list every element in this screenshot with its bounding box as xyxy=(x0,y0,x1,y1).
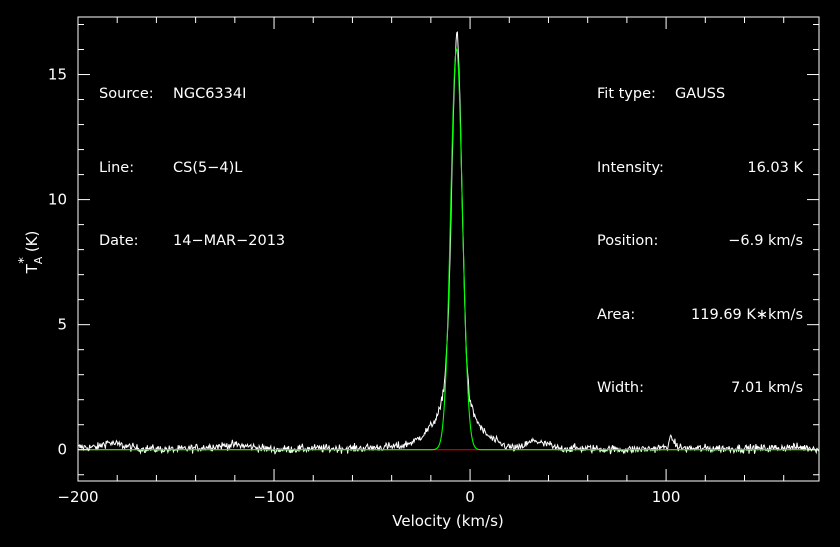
y-axis-label-sub: A xyxy=(32,256,45,264)
position-row: Position: −6.9 km/s xyxy=(597,229,803,254)
x-tick-label: 100 xyxy=(652,488,681,506)
y-axis-label: TA* (K) xyxy=(17,231,45,275)
fit-type-label: Fit type: xyxy=(597,86,656,102)
fit-results-panel: Fit type: GAUSS Intensity: 16.03 K Positio… xyxy=(597,33,803,425)
gaussian-fit-line xyxy=(78,48,819,451)
area-label: Area: xyxy=(597,306,636,323)
date-value: 14−MAR−2013 xyxy=(173,233,286,249)
x-axis-label: Velocity (km/s) xyxy=(392,512,503,530)
x-tick-label: 0 xyxy=(465,488,475,506)
position-label: Position: xyxy=(597,233,659,249)
y-tick-label: 0 xyxy=(57,441,67,459)
y-tick-label: 15 xyxy=(48,66,67,84)
intensity-label: Intensity: xyxy=(597,159,664,176)
width-value: 7.01 km/s xyxy=(731,380,803,396)
y-axis-label-sup: * xyxy=(17,257,32,264)
area-value: 119.69 K∗km/s xyxy=(691,306,803,323)
x-tick-label: −100 xyxy=(253,488,294,506)
source-value: NGC6334I xyxy=(173,86,247,102)
intensity-value: 16.03 K xyxy=(747,159,803,176)
width-label: Width: xyxy=(597,380,645,396)
y-tick-label: 10 xyxy=(48,191,67,209)
fit-type-value: GAUSS xyxy=(675,86,726,102)
source-label: Source: xyxy=(99,86,154,102)
x-tick-label: −200 xyxy=(57,488,98,506)
plot-frame xyxy=(77,16,820,482)
observation-info-panel: Source: NGC6334I Line: CS(5−4)L Date: 14−MA… xyxy=(99,33,285,278)
position-value: −6.9 km/s xyxy=(728,233,803,249)
y-tick-label: 5 xyxy=(57,316,67,334)
line-row: Line: CS(5−4)L xyxy=(99,156,285,181)
line-label: Line: xyxy=(99,159,135,176)
intensity-row: Intensity: 16.03 K xyxy=(597,156,803,181)
y-axis-label-unit: (K) xyxy=(23,231,41,253)
fit-type-row: Fit type: GAUSS xyxy=(597,82,803,107)
y-axis-label-main: T xyxy=(23,263,41,274)
svg-text:TA*(K): TA* (K) xyxy=(17,231,45,275)
date-row: Date: 14−MAR−2013 xyxy=(99,229,285,254)
source-row: Source: NGC6334I xyxy=(99,82,285,107)
line-value: CS(5−4)L xyxy=(173,159,243,176)
area-row: Area: 119.69 K∗km/s xyxy=(597,303,803,328)
date-label: Date: xyxy=(99,233,139,249)
width-row: Width: 7.01 km/s xyxy=(597,376,803,401)
